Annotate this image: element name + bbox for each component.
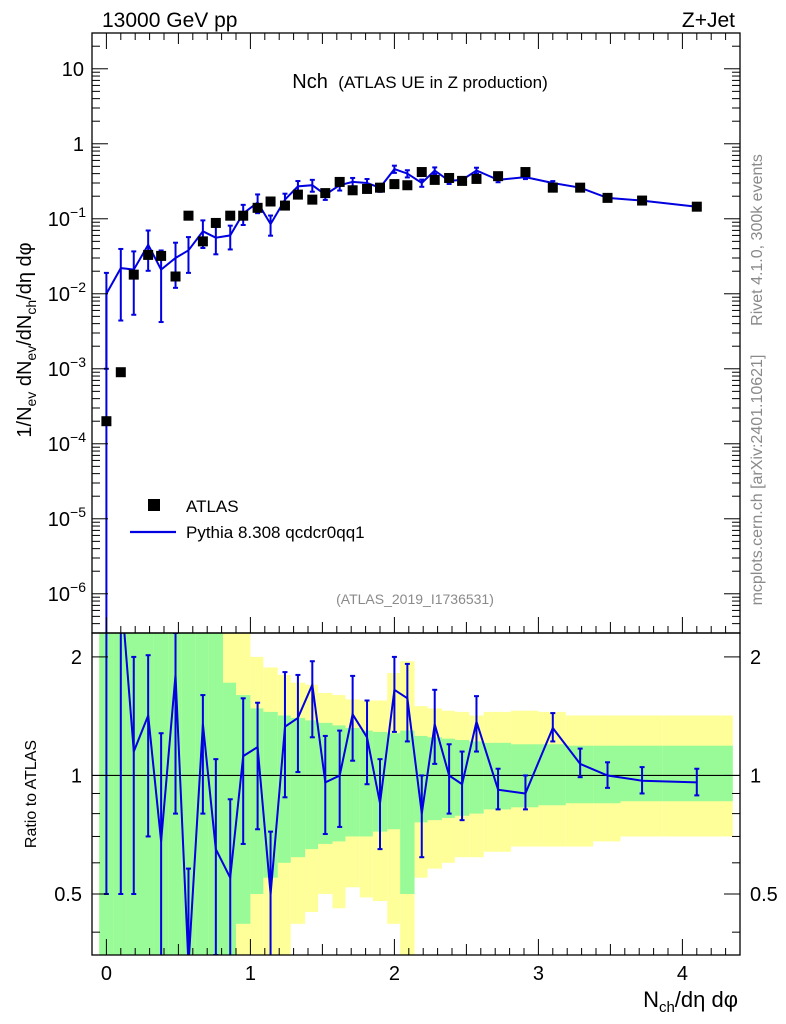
atlas-data-point: [520, 167, 531, 178]
band-inner-segment: [263, 711, 278, 878]
atlas-data-point: [156, 250, 167, 261]
atlas-data-point: [602, 192, 613, 203]
atlas-data-point: [238, 210, 249, 221]
legend: ATLAS Pythia 8.308 qcdcr0qq1: [130, 497, 365, 542]
legend-marker-atlas: [148, 499, 160, 511]
process-label: Z+Jet: [682, 9, 735, 32]
ratio-series: [92, 633, 740, 955]
atlas-data-point: [334, 176, 345, 187]
main-series: [101, 164, 702, 633]
ratio-y-tick-label-left: 1: [71, 765, 82, 787]
x-tick-label: 4: [677, 963, 688, 985]
atlas-data-point: [547, 182, 558, 193]
atlas-data-point: [128, 269, 139, 280]
main-y-tick-label: 10: [62, 59, 84, 81]
atlas-data-point: [292, 189, 303, 200]
main-y-tick-label: 10−1: [48, 204, 86, 231]
atlas-data-point: [457, 175, 468, 186]
atlas-data-point: [320, 188, 331, 199]
x-tick-label: 2: [389, 963, 400, 985]
atlas-data-point: [101, 416, 112, 427]
pythia-series-line: [105, 167, 697, 633]
main-y-tick-label: 10−4: [48, 429, 86, 456]
energy-label: 13000 GeV pp: [102, 9, 237, 32]
ratio-y-tick-label-right: 1: [750, 765, 761, 787]
atlas-data-point: [375, 182, 385, 193]
main-y-tick-label: 10−3: [48, 354, 86, 381]
main-y-tick-label: 10−6: [48, 579, 86, 606]
band-inner-segment: [427, 737, 442, 821]
ratio-y-tick-label-right: 0.5: [750, 884, 778, 906]
legend-label-atlas: ATLAS: [186, 497, 239, 516]
mcplots-label: mcplots.cern.ch [arXiv:2401.10621]: [749, 355, 766, 606]
x-tick-label: 0: [101, 963, 112, 985]
atlas-data-point: [444, 172, 455, 183]
main-y-tick-label: 10−2: [48, 279, 86, 306]
title-sub: (ATLAS UE in Z production): [338, 73, 547, 92]
atlas-data-point: [279, 200, 290, 211]
legend-label-pythia: Pythia 8.308 qcdcr0qq1: [186, 523, 365, 542]
band-inner-segment: [538, 744, 566, 806]
atlas-data-point: [197, 236, 208, 247]
ratio-ylabel: Ratio to ATLAS: [23, 740, 40, 848]
atlas-data-point: [402, 180, 413, 191]
band-inner-segment: [469, 741, 484, 814]
axes: 10 1 10−1 10−2 10−3 10−4 10−5 10−6 2 2 1 1 0.5 0.5 0 1 2…: [48, 32, 778, 985]
ratio-frame: [91, 632, 741, 956]
atlas-data-point: [210, 217, 221, 228]
ratio-y-tick-label-left: 0.5: [54, 884, 82, 906]
ratio-y-tick-label-right: 2: [750, 647, 761, 669]
atlas-data-point: [347, 185, 358, 196]
atlas-data-point: [691, 201, 702, 212]
title-main: Nch: [292, 71, 328, 93]
atlas-data-point: [429, 174, 440, 185]
ratio-y-tick-label-left: 2: [71, 647, 82, 669]
atlas-data-point: [143, 249, 154, 260]
main-ylabel: 1/Nev dNev/dNch/dη dφ: [14, 242, 39, 437]
atlas-data-point: [183, 210, 194, 221]
x-axis-label: Nch/dη dφ: [643, 987, 738, 1016]
chart-title: Nch (ATLAS UE in Z production): [292, 71, 547, 93]
atlas-data-point: [493, 171, 504, 182]
x-tick-label: 3: [533, 963, 544, 985]
atlas-data-point: [307, 194, 318, 205]
band-inner-segment: [305, 720, 319, 850]
atlas-data-point: [362, 183, 373, 194]
main-y-tick-label: 10−5: [48, 504, 86, 531]
atlas-data-point: [416, 167, 427, 178]
atlas-data-point: [225, 210, 236, 221]
atlas-data-point: [265, 196, 276, 207]
band-inner-segment: [290, 717, 306, 858]
atlas-data-point: [252, 202, 263, 213]
main-y-tick-label: 1: [73, 134, 84, 156]
band-inner-segment: [387, 733, 401, 830]
atlas-data-point: [637, 195, 648, 206]
band-inner-segment: [345, 727, 360, 837]
atlas-data-point: [389, 179, 400, 190]
atlas-data-point: [471, 173, 482, 184]
x-tick-label: 1: [245, 963, 256, 985]
rivet-label: Rivet 4.1.0, 300k events: [749, 154, 766, 326]
analysis-id: (ATLAS_2019_I1736531): [336, 591, 494, 607]
main-frame: [91, 32, 741, 634]
atlas-data-point: [575, 182, 586, 193]
ratio-uncertainty-bands: [99, 633, 733, 955]
atlas-data-point: [170, 271, 181, 282]
atlas-data-point: [115, 367, 126, 378]
band-inner-segment: [400, 730, 415, 894]
